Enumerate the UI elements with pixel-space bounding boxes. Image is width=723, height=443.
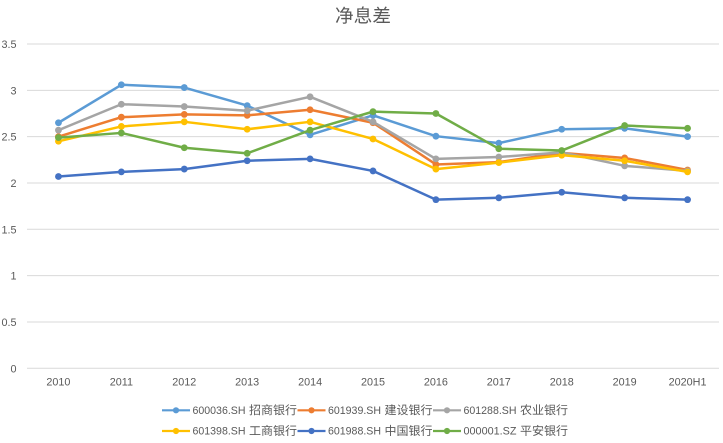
svg-text:601988.SH: 601988.SH	[328, 426, 381, 438]
svg-text:0.5: 0.5	[1, 317, 16, 329]
svg-text:601398.SH: 601398.SH	[193, 426, 246, 438]
svg-text:601939.SH: 601939.SH	[328, 405, 381, 417]
svg-text:2018: 2018	[550, 377, 574, 389]
svg-text:0: 0	[10, 363, 16, 375]
svg-text:600036.SH: 600036.SH	[193, 405, 246, 417]
svg-text:2011: 2011	[110, 377, 133, 389]
svg-text:2013: 2013	[235, 377, 259, 389]
svg-text:2014: 2014	[298, 377, 322, 389]
svg-text:3: 3	[10, 85, 16, 97]
svg-text:3.5: 3.5	[1, 39, 16, 51]
svg-text:1.5: 1.5	[1, 224, 16, 236]
svg-text:2019: 2019	[613, 377, 637, 389]
svg-text:2017: 2017	[487, 377, 511, 389]
svg-text:000001.SZ: 000001.SZ	[464, 426, 517, 438]
svg-text:601288.SH: 601288.SH	[464, 405, 517, 417]
svg-text:2010: 2010	[46, 377, 70, 389]
svg-text:2015: 2015	[361, 377, 385, 389]
svg-text:2012: 2012	[172, 377, 196, 389]
svg-text:1: 1	[10, 271, 16, 283]
svg-text:2020H1: 2020H1	[669, 377, 707, 389]
svg-text:2016: 2016	[424, 377, 448, 389]
svg-text:2.5: 2.5	[1, 132, 16, 144]
svg-text:2: 2	[10, 178, 16, 190]
